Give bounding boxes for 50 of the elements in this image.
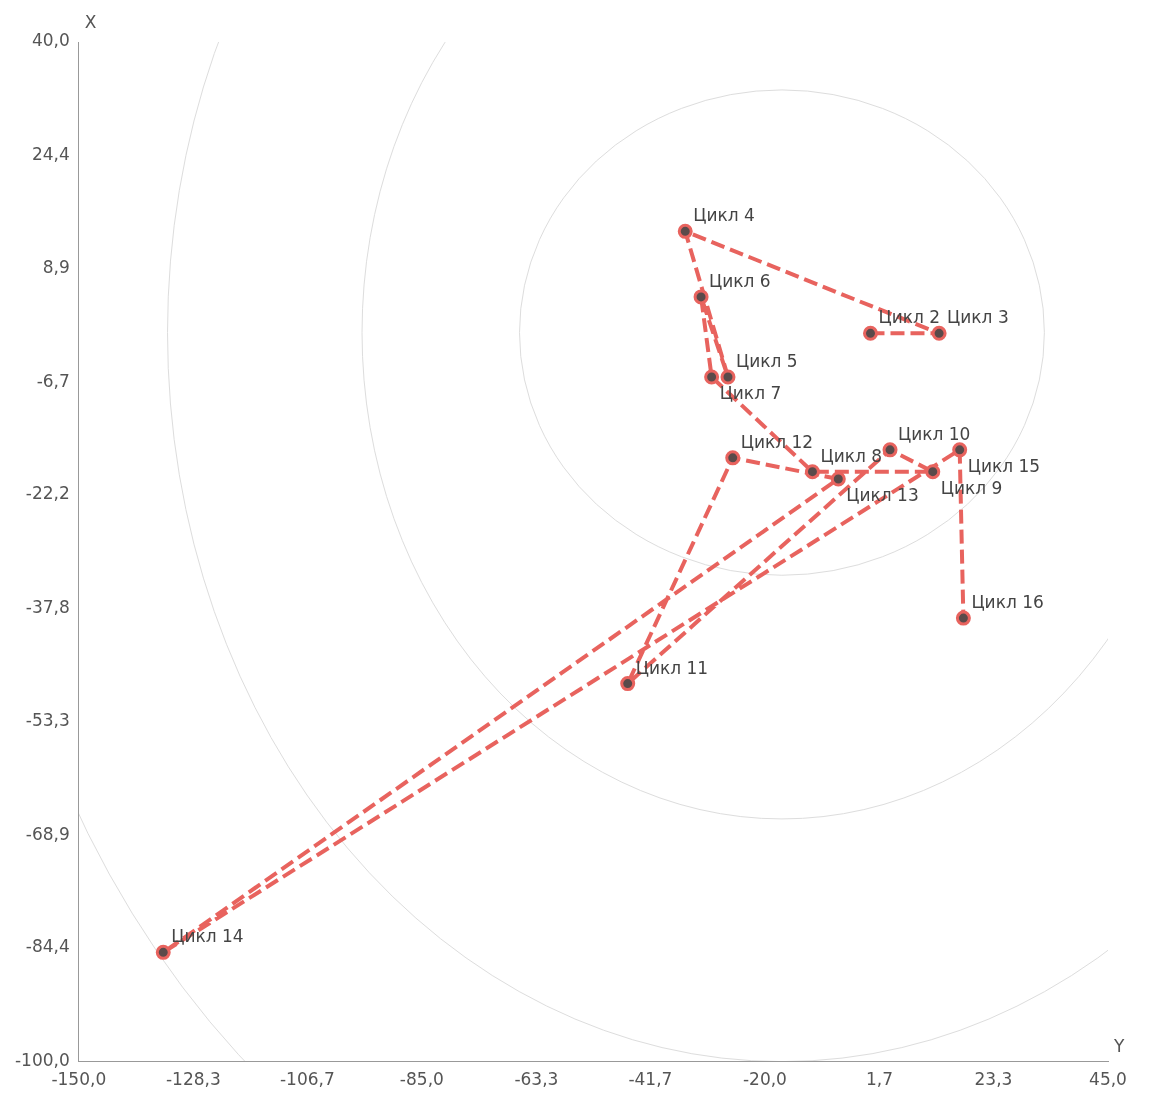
point	[677, 223, 693, 239]
point	[931, 325, 947, 341]
x-tick-label: 1,7	[865, 1069, 893, 1090]
point	[704, 369, 720, 385]
annotation: Цикл 9	[940, 477, 1003, 498]
point	[925, 464, 941, 480]
annotation: Цикл 7	[719, 382, 782, 403]
y-tick-label: -100,0	[14, 1050, 70, 1071]
y-tick-label: -84,4	[25, 936, 70, 957]
x-tick-label: -63,3	[514, 1069, 559, 1090]
x-axis-title: Y	[1113, 1035, 1125, 1056]
point	[620, 676, 636, 692]
point	[862, 325, 878, 341]
annotation: Цикл 15	[967, 455, 1041, 476]
x-tick-label: -150,0	[51, 1069, 107, 1090]
x-tick-label: 45,0	[1089, 1069, 1127, 1090]
point	[693, 289, 709, 305]
point	[725, 450, 741, 466]
y-tick-label: 24,4	[31, 144, 70, 165]
y-axis-title: X	[84, 11, 97, 32]
annotation: Цикл 16	[971, 592, 1044, 612]
point	[830, 471, 846, 487]
y-tick-label: -22,2	[25, 483, 70, 504]
x-tick-label: -106,7	[279, 1069, 335, 1090]
annotation: Цикл 12	[740, 431, 814, 452]
point	[952, 442, 968, 458]
x-tick-label: -41,7	[628, 1069, 673, 1090]
annotation: Цикл 11	[635, 657, 709, 678]
point	[155, 944, 171, 960]
y-tick-label: -68,9	[25, 823, 70, 844]
x-tick-label: -20,0	[742, 1069, 787, 1090]
y-tick-label: 40,0	[31, 30, 70, 51]
point	[882, 442, 898, 458]
x-tick-label: -85,0	[399, 1069, 444, 1090]
annotation: Цикл 3	[947, 307, 1009, 328]
y-tick-label: -37,8	[25, 597, 70, 618]
y-tick-label: -53,3	[25, 709, 70, 730]
annotation: Цикл 6	[709, 270, 771, 291]
annotation: Цикл 13	[846, 484, 919, 505]
point	[804, 464, 820, 480]
point	[955, 610, 971, 626]
point	[720, 369, 736, 385]
y-tick-label: -6,7	[36, 370, 70, 391]
annotation: Цикл 5	[735, 350, 798, 371]
annotation: Цикл 10	[898, 423, 971, 444]
annotation: Цикл 8	[820, 445, 883, 466]
x-tick-label: 23,3	[974, 1069, 1013, 1090]
annotation: Цикл 4	[693, 205, 755, 226]
x-tick-label: -128,3	[165, 1069, 221, 1090]
y-tick-label: 8,9	[42, 256, 70, 277]
